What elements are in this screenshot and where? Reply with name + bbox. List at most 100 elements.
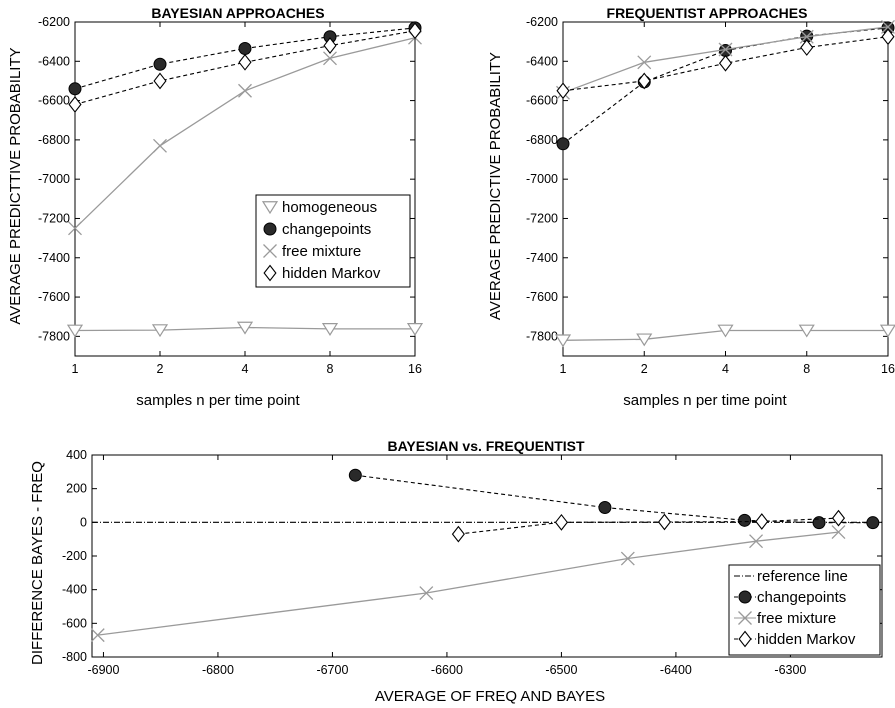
free-mixture-marker — [831, 525, 846, 540]
homogeneous-marker — [554, 334, 572, 348]
free-mixture-marker — [90, 628, 105, 643]
x-tick-label: 8 — [803, 362, 810, 376]
panel-title: BAYESIAN vs. FREQUENTIST — [387, 438, 585, 454]
legend-hidden-markov-marker — [738, 630, 752, 648]
x-tick-label: -6900 — [87, 663, 119, 677]
y-axis-label: DIFFERENCE BAYES - FREQ — [29, 461, 46, 665]
x-tick-label: 1 — [72, 362, 79, 376]
changepoints-marker — [238, 42, 252, 56]
y-tick-label: -6400 — [38, 54, 70, 68]
y-tick-label: 200 — [66, 482, 87, 496]
changepoints-line — [74, 27, 416, 90]
hidden-markov-marker — [238, 53, 252, 71]
free-mixture-marker — [238, 83, 252, 98]
x-tick-label: -6300 — [774, 663, 806, 677]
y-tick-label: 0 — [80, 515, 87, 529]
changepoints-line — [355, 474, 873, 524]
legend-label-homogeneous: homogeneous — [282, 199, 377, 216]
x-tick-label: 4 — [242, 362, 249, 376]
hidden-markov-marker — [323, 37, 337, 54]
y-tick-label: -7400 — [526, 251, 558, 265]
free-mixture-marker — [153, 138, 167, 153]
free-mixture-marker — [323, 51, 337, 66]
y-tick-label: -6400 — [526, 54, 558, 68]
homogeneous-marker — [636, 333, 653, 347]
changepoints-marker — [866, 516, 880, 530]
y-tick-label: -7600 — [526, 290, 558, 304]
free-mixture-marker — [718, 42, 733, 57]
free-mixture-marker — [799, 29, 814, 44]
x-tick-label: -6800 — [202, 663, 234, 677]
y-tick-label: -200 — [62, 549, 87, 563]
free-mixture-marker — [68, 221, 82, 236]
legend-hidden-markov-marker — [263, 264, 277, 282]
plot-frame — [562, 21, 889, 357]
bayesian-approaches-panel: BAYESIAN APPROACHES samples n per time p… — [7, 5, 424, 409]
hidden-markov-marker — [831, 509, 846, 527]
changepoints-marker — [153, 57, 167, 71]
y-tick-label: -6600 — [526, 94, 558, 108]
hidden-markov-marker — [554, 513, 568, 531]
legend: reference line changepoints free mixture hi… — [728, 564, 881, 656]
panel-title: BAYESIAN APPROACHES — [151, 5, 324, 21]
homogeneous-marker — [879, 324, 895, 338]
legend-label-hidden-markov: hidden Markov — [282, 265, 381, 282]
y-tick-label: -800 — [62, 650, 87, 664]
legend-label-changepoints: changepoints — [757, 589, 846, 606]
plot-frame — [74, 21, 416, 357]
y-tick-label: -400 — [62, 583, 87, 597]
changepoints-marker — [812, 516, 826, 530]
hidden-markov-line — [458, 517, 839, 535]
homogeneous-marker — [66, 324, 84, 338]
x-axis-label: samples n per time point — [136, 392, 300, 409]
hidden-markov-marker — [755, 513, 769, 530]
hidden-markov-marker — [153, 72, 167, 90]
legend-label-free-mixture: free mixture — [282, 243, 361, 260]
x-tick-label: -6400 — [660, 663, 692, 677]
legend-label-free-mixture: free mixture — [757, 610, 836, 627]
changepoints-marker — [68, 82, 82, 96]
legend-changepoints-marker — [263, 222, 277, 236]
x-tick-label: 8 — [327, 362, 334, 376]
y-tick-label: -7000 — [38, 172, 70, 186]
x-axis-label: samples n per time point — [623, 392, 787, 409]
changepoints-marker — [738, 513, 752, 527]
legend-label-reference-line: reference line — [757, 568, 848, 585]
legend-label-hidden-markov: hidden Markov — [757, 631, 856, 648]
frequentist-approaches-panel: FREQUENTIST APPROACHES samples n per tim… — [487, 5, 895, 409]
panel-title: FREQUENTIST APPROACHES — [607, 5, 808, 21]
x-axis-label: AVERAGE OF FREQ AND BAYES — [375, 688, 605, 705]
homogeneous-marker — [717, 324, 734, 338]
changepoints-marker — [348, 468, 362, 482]
hidden-markov-marker — [556, 82, 570, 100]
homogeneous-marker — [406, 323, 424, 336]
x-tick-label: -6600 — [431, 663, 463, 677]
x-tick-label: 1 — [560, 362, 567, 376]
homogeneous-marker — [236, 321, 254, 335]
legend-box — [728, 564, 881, 656]
legend-changepoints-marker — [738, 590, 752, 604]
y-tick-label: -7200 — [526, 211, 558, 225]
hidden-markov-marker — [657, 513, 672, 531]
y-tick-label: -6600 — [38, 94, 70, 108]
free-mixture-line — [97, 531, 839, 636]
x-tick-label: 16 — [881, 362, 895, 376]
y-tick-label: -7400 — [38, 251, 70, 265]
y-tick-label: -6800 — [526, 133, 558, 147]
homogeneous-marker — [151, 324, 169, 338]
y-tick-label: -7800 — [526, 329, 558, 343]
y-axis-label: AVERAGE PREDICTTIVE PROBABILITY — [7, 47, 24, 324]
y-tick-label: -7000 — [526, 172, 558, 186]
hidden-markov-marker — [68, 96, 82, 113]
hidden-markov-marker — [451, 525, 465, 543]
changepoints-marker — [556, 137, 570, 151]
y-tick-label: -600 — [62, 616, 87, 630]
x-tick-label: 2 — [641, 362, 648, 376]
y-tick-label: -6800 — [38, 133, 70, 147]
y-tick-label: -7800 — [38, 329, 70, 343]
bayesian-vs-frequentist-panel: BAYESIAN vs. FREQUENTIST AVERAGE OF FREQ… — [29, 438, 883, 705]
y-axis-label: AVERAGE PREDICTIVE PROBABILITY — [487, 52, 504, 320]
hidden-markov-marker — [881, 28, 895, 46]
y-tick-label: 400 — [66, 448, 87, 462]
